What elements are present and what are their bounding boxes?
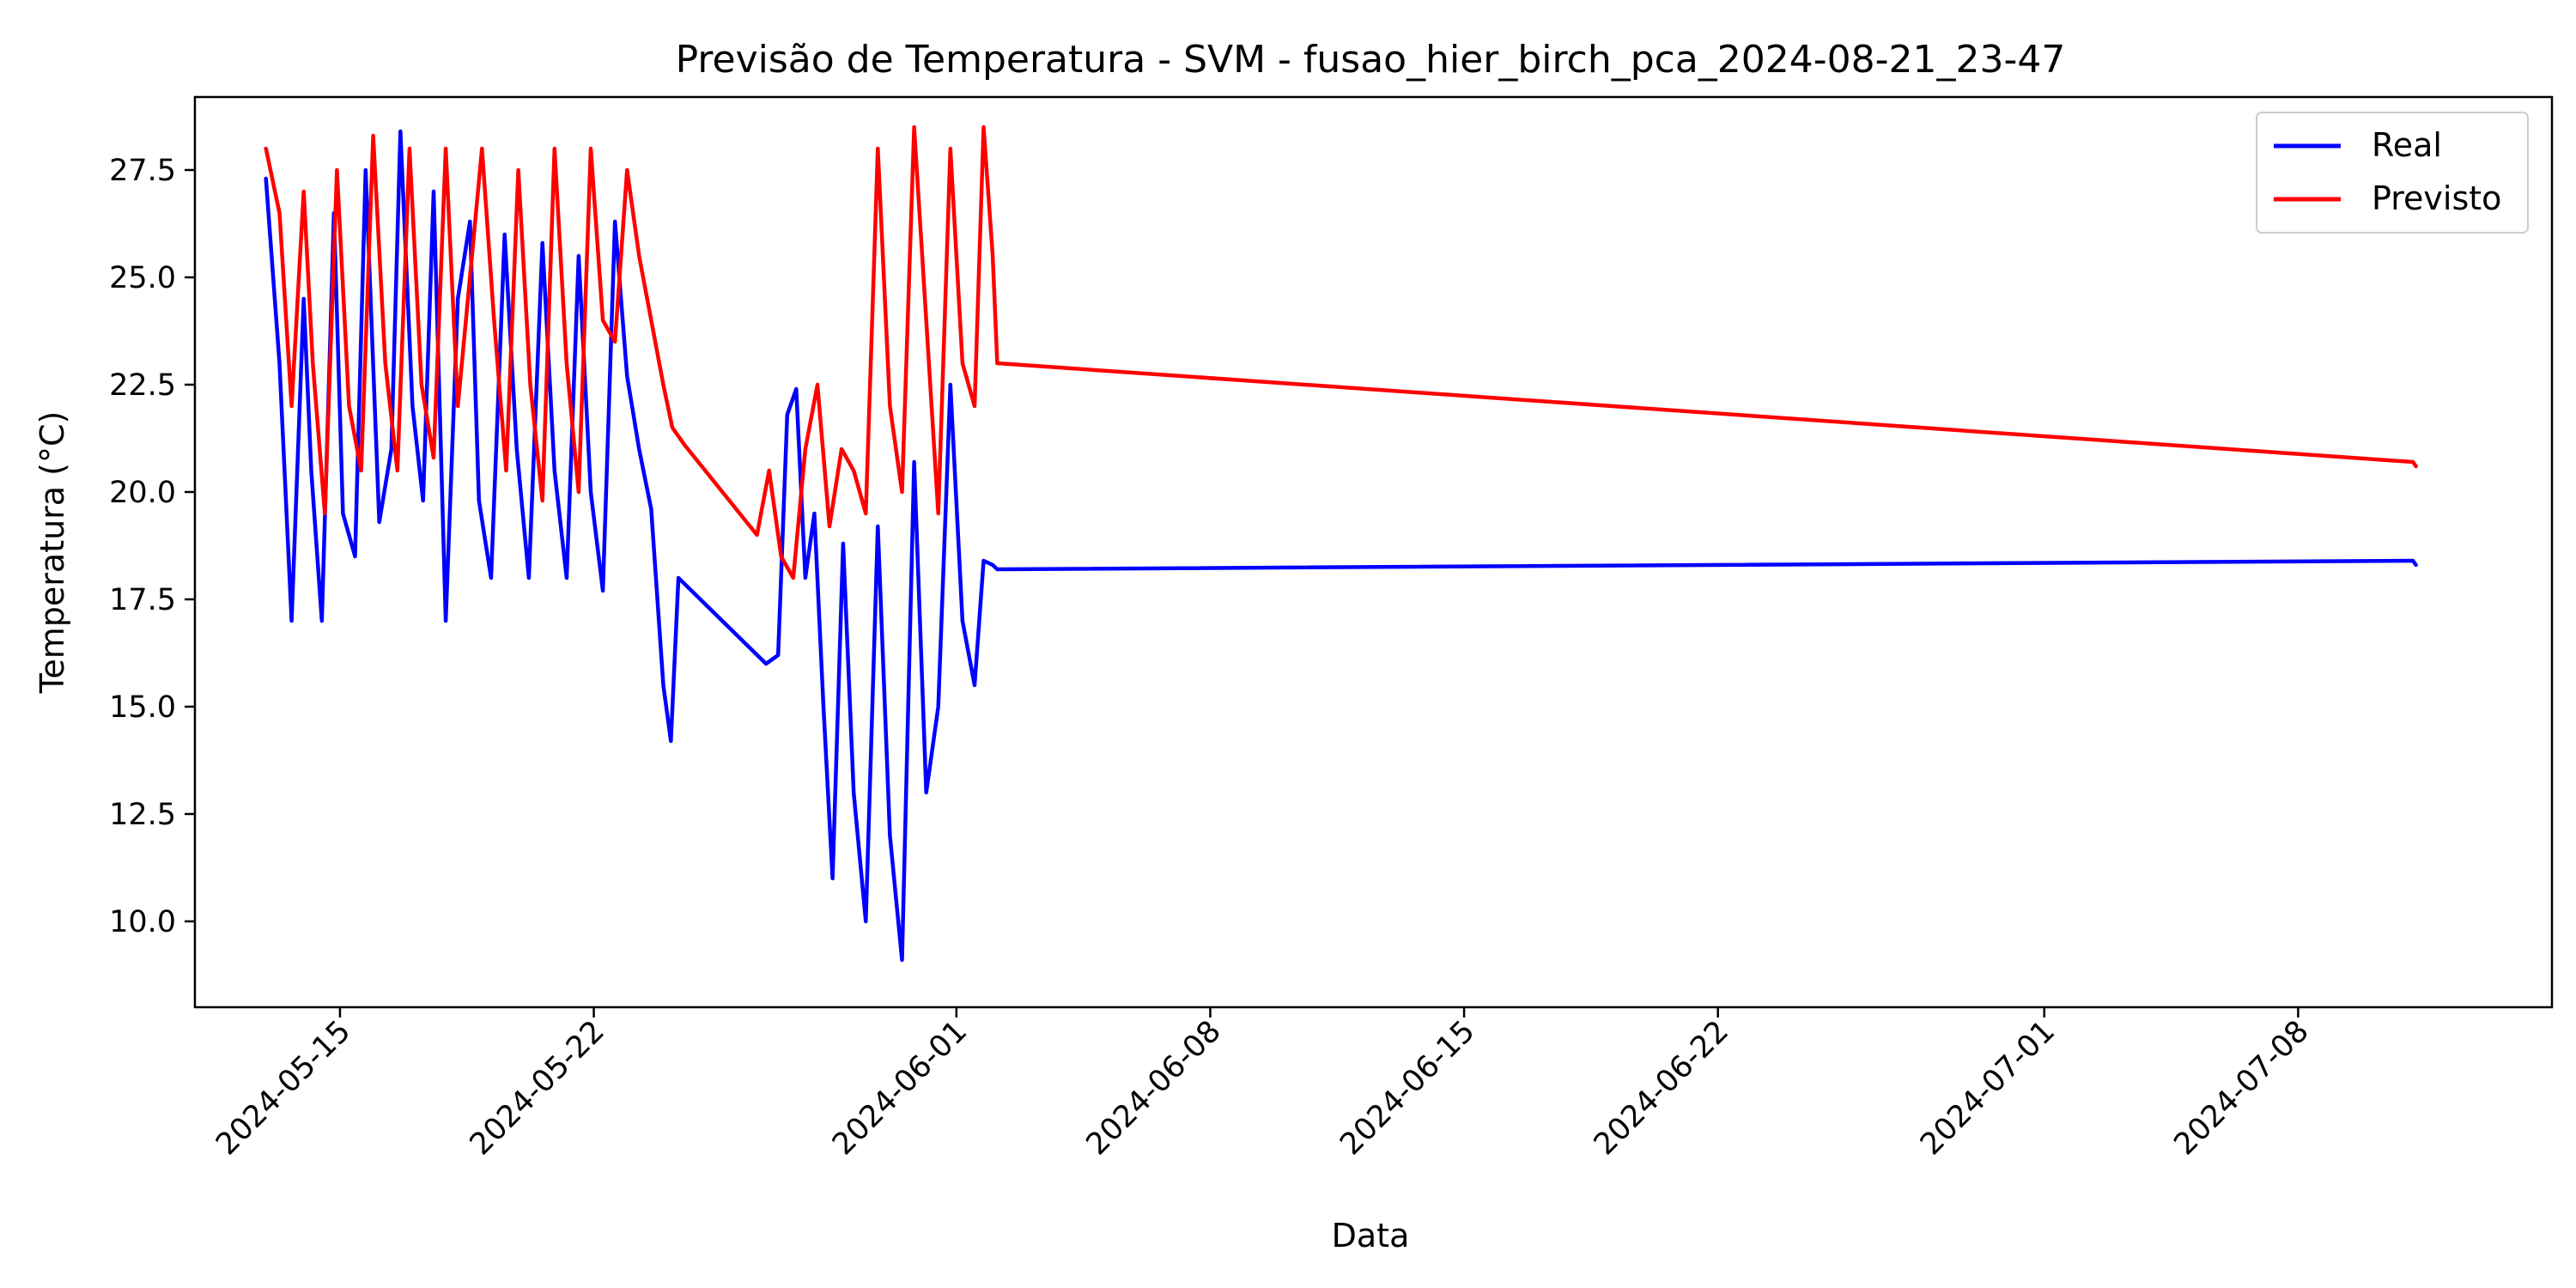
y-tick-label: 27.5: [109, 154, 176, 188]
series-line-previsto: [264, 125, 2418, 580]
y-tick-label: 22.5: [109, 368, 176, 403]
x-tick-label: 2024-06-08: [1080, 1014, 1228, 1162]
x-axis: 2024-05-15 2024-05-22 2024-06-01 2024-06-08…: [210, 1007, 2316, 1162]
x-tick-label: 2024-06-01: [826, 1014, 974, 1162]
legend-label-previsto: Previsto: [2372, 179, 2501, 217]
plot-frame: [193, 95, 2554, 1009]
y-tick-label: 25.0: [109, 261, 176, 295]
x-tick-label: 2024-06-22: [1588, 1014, 1735, 1162]
x-tick-label: 2024-07-08: [2168, 1014, 2316, 1162]
y-tick-label: 20.0: [109, 476, 176, 510]
y-tick-label: 15.0: [109, 690, 176, 725]
chart-title: Previsão de Temperatura - SVM - fusao_hi…: [676, 38, 2066, 82]
x-tick-label: 2024-05-15: [210, 1014, 357, 1162]
x-axis-label: Data: [1332, 1217, 1410, 1255]
y-tick-label: 17.5: [109, 583, 176, 617]
x-tick-label: 2024-06-15: [1334, 1014, 1481, 1162]
legend-label-real: Real: [2372, 126, 2442, 164]
y-tick-label: 10.0: [109, 905, 176, 939]
legend: Real Previsto: [2256, 112, 2529, 234]
y-axis-label: Temperatura (°C): [33, 411, 71, 695]
x-tick-label: 2024-07-01: [1914, 1014, 2062, 1162]
legend-box: [2256, 112, 2529, 234]
y-tick-label: 12.5: [109, 798, 176, 832]
series-line-real: [264, 129, 2418, 963]
series-layer: [264, 125, 2418, 963]
y-axis: 10.0 12.5 15.0 17.5 20.0 22.5 25.0 27.5: [109, 154, 195, 939]
x-tick-label: 2024-05-22: [464, 1014, 611, 1162]
